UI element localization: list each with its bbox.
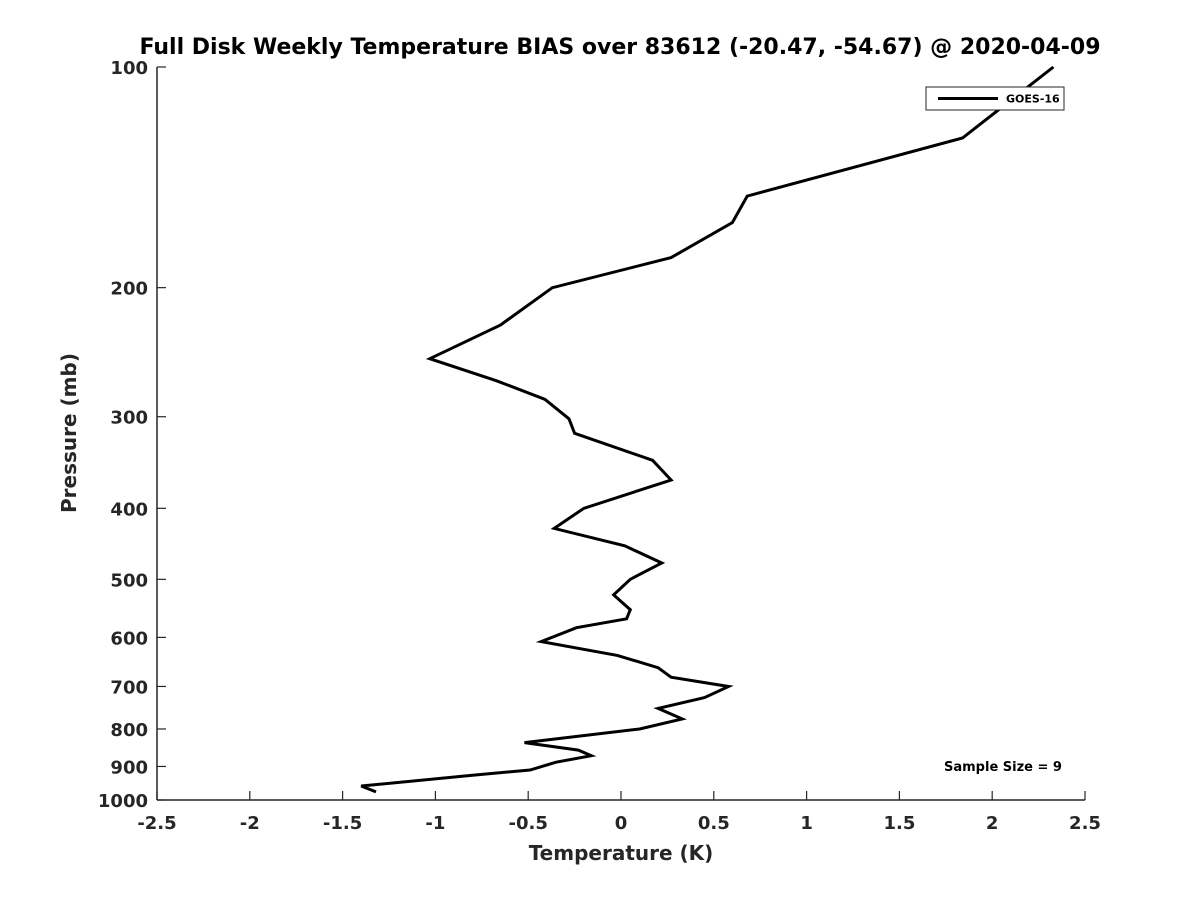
x-axis-ticks: -2.5 -2 -1.5 -1 -0.5 0 0.5 1 1.5 2 2.5 [137,791,1101,834]
y-axis-ticks: 100 200 300 400 500 600 700 800 900 1000 [98,58,166,812]
y-tick-label: 300 [110,408,148,429]
x-tick-label: -2 [240,813,260,834]
x-axis-label: Temperature (K) [529,841,714,865]
x-tick-label: 2.5 [1069,813,1101,834]
y-tick-label: 500 [110,570,148,591]
x-tick-label: 1.5 [883,813,915,834]
series-layer [360,65,1055,794]
x-tick-label: 1 [800,813,813,834]
x-tick-label: -1.5 [323,813,362,834]
y-tick-label: 900 [110,757,148,778]
y-tick-label: 600 [110,628,148,649]
legend-label-goes-16: GOES-16 [1006,93,1060,106]
sample-size-annotation: Sample Size = 9 [944,760,1062,775]
y-tick-label: 800 [110,720,148,741]
y-tick-label: 200 [110,279,148,300]
y-tick-label: 400 [110,499,148,520]
x-tick-label: -1 [425,813,445,834]
series-line-goes-16 [360,65,1055,794]
y-tick-label: 100 [110,58,148,79]
chart-title: Full Disk Weekly Temperature BIAS over 8… [139,35,1100,60]
y-tick-label: 1000 [98,791,148,812]
y-axis-label: Pressure (mb) [57,353,81,513]
x-tick-label: -0.5 [509,813,548,834]
x-tick-label: 0.5 [698,813,730,834]
x-tick-label: 0 [615,813,628,834]
y-tick-label: 700 [110,677,148,698]
legend: GOES-16 [925,86,1065,111]
x-tick-label: -2.5 [137,813,176,834]
x-tick-label: 2 [986,813,999,834]
